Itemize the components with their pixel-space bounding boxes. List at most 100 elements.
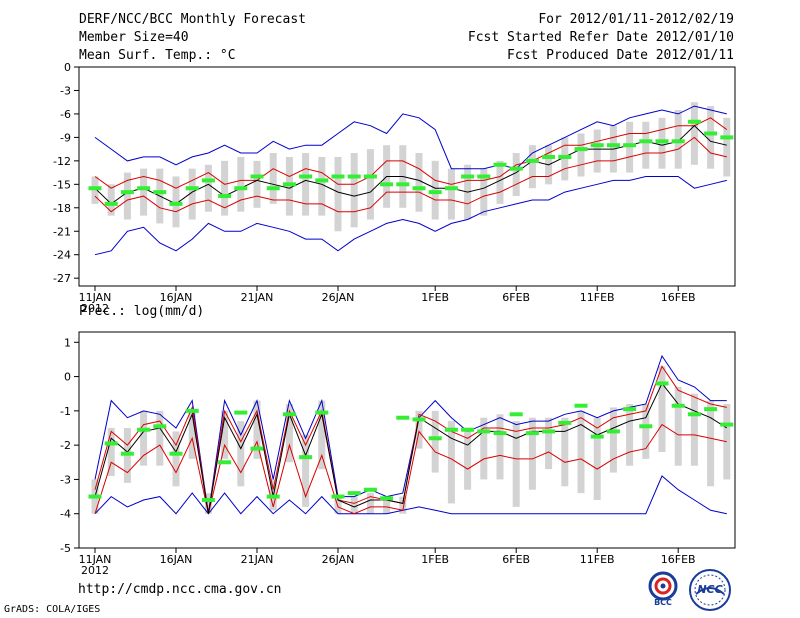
temp-observed-marker — [558, 154, 572, 159]
grads-credit: GrADS: COLA/IGES — [4, 604, 101, 615]
member-size: Member Size=40 — [79, 30, 189, 45]
forecast-started-date: Fcst Started Refer Date 2012/01/10 — [467, 30, 734, 45]
temp-spread-box — [480, 168, 488, 216]
prec-spread-box — [480, 417, 488, 480]
prec-spread-box — [253, 400, 261, 459]
prec-spread-box — [318, 400, 326, 470]
prec-observed-marker — [234, 410, 248, 415]
prec-spread-box — [642, 404, 650, 459]
temp-spread-box — [593, 129, 601, 173]
temp-x-tick-label: 1FEB — [421, 291, 449, 304]
prec-spread-box — [707, 400, 715, 487]
temp-spread-box — [140, 168, 148, 216]
prec-observed-marker — [104, 441, 118, 446]
temp-y-tick-label: -3 — [60, 84, 71, 97]
prec-spread-box — [302, 434, 310, 507]
prec-spread-box — [107, 428, 115, 476]
prec-mean-line — [94, 382, 728, 514]
prec-spread-box — [723, 404, 731, 480]
prec-observed-marker — [444, 427, 458, 432]
prec-spread-box — [512, 421, 520, 507]
temp-observed-marker — [299, 174, 313, 179]
temp-observed-marker — [655, 139, 669, 144]
temp-y-tick-label: -27 — [53, 272, 71, 285]
bcc-logo: BCC — [643, 570, 683, 610]
prec-observed-marker — [558, 420, 572, 425]
footer-url[interactable]: http://cmdp.ncc.cma.gov.cn — [78, 582, 282, 597]
prec-year-label: 2012 — [81, 564, 109, 577]
temp-spread-box — [253, 160, 261, 208]
prec-spread-box — [496, 414, 504, 480]
prec-spread-box — [464, 431, 472, 490]
prec-spread-box — [188, 410, 196, 459]
temp-spread-box — [690, 102, 698, 165]
temp-y-tick-label: -21 — [53, 225, 71, 238]
prec-spread-box — [658, 366, 666, 452]
prec-observed-marker — [461, 427, 475, 432]
prec-observed-marker — [509, 412, 523, 417]
prec-observed-marker — [299, 455, 313, 460]
temp-observed-marker — [104, 201, 118, 206]
temp-observed-marker — [509, 166, 523, 171]
temp-observed-marker — [347, 174, 361, 179]
prec-observed-marker — [88, 494, 102, 499]
temp-min-line — [94, 176, 727, 256]
temp-observed-marker — [542, 154, 556, 159]
prec-x-tick-label: 1FEB — [421, 553, 449, 566]
temp-observed-marker — [639, 139, 653, 144]
temp-observed-marker — [331, 174, 345, 179]
prec-spread-box — [156, 410, 164, 466]
temp-x-tick-label: 11FEB — [580, 291, 615, 304]
temp-y-tick-label: -6 — [60, 108, 71, 121]
temp-observed-marker — [623, 143, 637, 148]
temp-x-tick-label: 16JAN — [160, 291, 193, 304]
prec-observed-marker — [704, 407, 718, 412]
temp-x-tick-label: 16FEB — [661, 291, 696, 304]
prec-observed-marker — [347, 491, 361, 496]
prec-spread-box — [577, 410, 585, 494]
prec-observed-marker — [525, 431, 539, 436]
temp-observed-marker — [282, 182, 296, 187]
prec-observed-marker — [153, 424, 167, 429]
prec-spread-box — [690, 393, 698, 466]
prec-observed-marker — [606, 429, 620, 434]
prec-observed-marker — [428, 436, 442, 441]
prec-x-tick-label: 16JAN — [160, 553, 193, 566]
temp-lower-line — [94, 136, 727, 213]
temp-spread-box — [107, 184, 115, 216]
prec-max-line — [94, 354, 727, 514]
chart-title: DERF/NCC/BCC Monthly Forecast — [79, 12, 306, 27]
prec-spread-box — [399, 496, 407, 514]
temp-observed-marker — [234, 186, 248, 191]
temp-observed-marker — [574, 147, 588, 152]
prec-lower-line — [94, 423, 727, 515]
temp-y-tick-label: -15 — [53, 178, 71, 191]
prec-plot-frame — [78, 331, 736, 549]
temp-variable-label: Mean Surf. Temp.: °C — [79, 48, 236, 63]
temp-observed-marker — [88, 186, 102, 191]
temp-observed-marker — [720, 135, 734, 140]
temp-observed-marker — [169, 201, 183, 206]
temp-x-tick-label: 6FEB — [502, 291, 530, 304]
temp-observed-marker — [671, 139, 685, 144]
temp-spread-box — [447, 168, 455, 220]
prec-spread-box — [528, 417, 536, 490]
prec-min-line — [94, 475, 727, 515]
prec-observed-marker — [412, 417, 426, 422]
prec-spread-box — [415, 410, 423, 449]
temp-spread-box — [415, 153, 423, 212]
prec-observed-marker — [477, 429, 491, 434]
temp-observed-marker — [201, 178, 215, 183]
prec-spread-box — [674, 386, 682, 466]
temp-spread-box — [577, 133, 585, 177]
prec-observed-marker — [380, 496, 394, 501]
prec-spread-box — [221, 410, 229, 459]
prec-spread-box — [447, 421, 455, 504]
temp-x-tick-label: 26JAN — [322, 291, 355, 304]
prec-observed-marker — [655, 381, 669, 386]
temp-observed-marker — [266, 186, 280, 191]
forecast-period: For 2012/01/11-2012/02/19 — [538, 12, 734, 27]
prec-observed-marker — [282, 412, 296, 417]
temp-observed-marker — [428, 190, 442, 195]
temp-spread-box — [221, 160, 229, 216]
